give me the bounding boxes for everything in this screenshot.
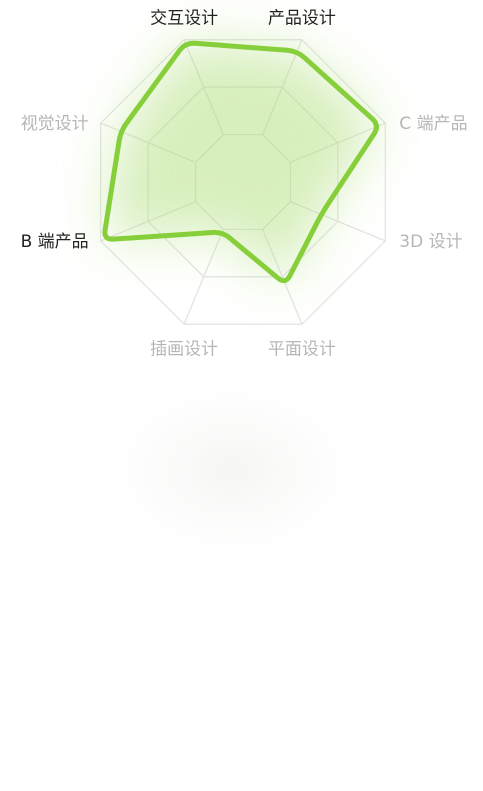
series-polygon (102, 40, 379, 284)
axis-label-5: 插画设计 (150, 339, 218, 359)
background-haze (62, 350, 402, 590)
axis-label-6: B 端产品 (21, 232, 89, 252)
axis-label-4: 平面设计 (268, 339, 336, 359)
data-series (102, 40, 379, 284)
grid-spoke-5 (183, 229, 224, 325)
axis-label-2: C 端产品 (399, 114, 467, 134)
axis-label-0: 交互设计 (150, 9, 218, 29)
series-glow-shape (104, 43, 377, 281)
axis-label-3: 3D 设计 (399, 232, 462, 252)
series-glow (104, 43, 377, 281)
axis-label-7: 视觉设计 (21, 114, 89, 134)
axis-label-1: 产品设计 (268, 9, 336, 29)
